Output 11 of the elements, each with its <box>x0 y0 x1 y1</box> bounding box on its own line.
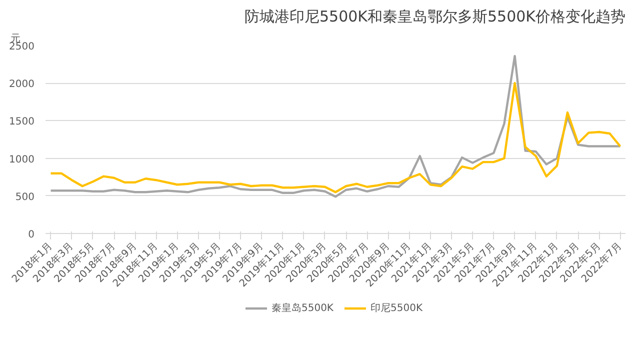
y-tick-label: 2500 <box>9 42 35 52</box>
line-series <box>50 54 622 198</box>
y-tick-label: 1500 <box>9 116 35 128</box>
y-tick-label: 2000 <box>9 79 35 90</box>
legend-label: 印尼5500K <box>370 302 423 315</box>
chart-title: 防城港印尼5500K和秦皇岛鄂尔多斯5500K价格变化趋势 <box>244 8 626 26</box>
line-series <box>50 82 622 194</box>
y-tick-label: 500 <box>15 192 35 203</box>
legend-label: 秦皇岛5500K <box>271 302 334 315</box>
y-tick-label: 1000 <box>9 154 35 166</box>
y-tick-label: 0 <box>28 230 35 240</box>
